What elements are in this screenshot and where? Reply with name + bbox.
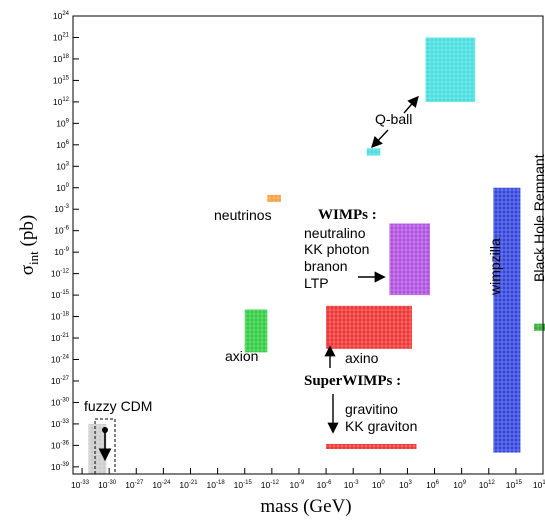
region-hatch bbox=[533, 323, 545, 331]
region-hatch bbox=[493, 187, 521, 453]
region-hatch bbox=[366, 148, 381, 156]
y-tick-label: 103 bbox=[56, 161, 69, 171]
y-tick-label: 10-39 bbox=[51, 462, 70, 472]
label-wimps-item: LTP bbox=[304, 275, 329, 291]
y-tick-label: 10-3 bbox=[54, 204, 69, 214]
y-tick-label: 10-33 bbox=[51, 419, 70, 429]
x-tick-label: 100 bbox=[372, 480, 385, 490]
label-wimps-item: branon bbox=[304, 258, 348, 274]
x-tick-label: 10-18 bbox=[207, 480, 226, 490]
x-tick-label: 106 bbox=[426, 480, 439, 490]
x-tick-label: 1015 bbox=[506, 480, 523, 490]
fuzzy-cdm-dashed-box bbox=[94, 418, 116, 475]
region-hatch bbox=[425, 37, 476, 102]
label-axino: axino bbox=[345, 350, 379, 366]
y-tick-label: 10-15 bbox=[51, 290, 70, 300]
x-tick-label: 103 bbox=[399, 480, 412, 490]
y-tick-label: 1021 bbox=[53, 32, 70, 42]
x-tick-label: 109 bbox=[453, 480, 466, 490]
label-wimps-head: WIMPs : bbox=[318, 207, 377, 223]
region-hatch bbox=[389, 223, 431, 296]
region-group bbox=[88, 37, 545, 474]
y-tick-label: 1018 bbox=[53, 54, 70, 64]
y-tick-label: 10-24 bbox=[51, 355, 70, 365]
x-tick-label: 10-24 bbox=[152, 480, 171, 490]
plot-frame bbox=[72, 15, 544, 475]
y-tick-label: 1012 bbox=[53, 97, 70, 107]
y-tick-label: 1024 bbox=[53, 11, 70, 21]
label-neutrinos: neutrinos bbox=[214, 207, 272, 223]
x-tick-label: 10-27 bbox=[125, 480, 144, 490]
y-tick-label: 109 bbox=[56, 118, 69, 128]
y-tick-label: 10-9 bbox=[54, 247, 69, 257]
x-tick-label: 1018 bbox=[533, 480, 545, 490]
x-tick-label: 10-21 bbox=[179, 480, 198, 490]
label-superwimps-head: SuperWIMPs : bbox=[304, 373, 401, 389]
region-hatch bbox=[88, 423, 107, 474]
region-hatch bbox=[326, 443, 417, 449]
fuzzy-cdm-dot bbox=[102, 427, 108, 433]
y-tick-label: 10-21 bbox=[51, 333, 70, 343]
x-tick-label: 10-30 bbox=[98, 480, 117, 490]
label-wimps-item: neutralino bbox=[304, 225, 366, 241]
label-superwimps-item: gravitino bbox=[345, 401, 398, 417]
region-hatch bbox=[326, 305, 412, 349]
y-tick-label: 10-30 bbox=[51, 397, 70, 407]
y-tick-label: 10-12 bbox=[51, 269, 70, 279]
y-tick-label: 106 bbox=[56, 140, 69, 150]
x-tick-label: 10-9 bbox=[290, 480, 305, 490]
label-wimpzilla: wimpzilla bbox=[487, 238, 503, 296]
label-superwimps-item: KK graviton bbox=[345, 418, 417, 434]
x-tick-label: 10-15 bbox=[234, 480, 253, 490]
label-fuzzy-cdm: fuzzy CDM bbox=[84, 398, 152, 414]
y-tick-label: 1015 bbox=[53, 75, 70, 85]
y-tick-label: 10-18 bbox=[51, 312, 70, 322]
x-tick-label: 1012 bbox=[479, 480, 496, 490]
label-black-hole-remnant: Black Hole Remnant bbox=[531, 154, 545, 282]
label-wimps-item: KK photon bbox=[304, 241, 369, 257]
y-tick-label: 10-27 bbox=[51, 376, 70, 386]
x-axis-title: mass (GeV) bbox=[260, 496, 351, 517]
y-tick-label: 10-36 bbox=[51, 440, 70, 450]
x-ticks: 10-33 10-30 10-27 10-24 10-21 10-18 10-15 10-12… bbox=[71, 468, 545, 490]
y-tick-label: 100 bbox=[56, 183, 69, 193]
q-ball-arrow-down bbox=[371, 129, 389, 149]
y-tick-label: 10-6 bbox=[54, 226, 69, 236]
y-ticks: 10-39 10-36 10-33 10-30 10-27 10-24 10-21 10-18… bbox=[51, 11, 79, 472]
y-axis-title: σint (pb) bbox=[17, 215, 41, 275]
q-ball-arrow-up bbox=[403, 95, 419, 114]
x-tick-label: 10-6 bbox=[317, 480, 332, 490]
svg-text:σint (pb): σint (pb) bbox=[17, 215, 41, 275]
label-q-ball: Q-ball bbox=[375, 111, 412, 127]
label-axion: axion bbox=[225, 348, 258, 364]
x-tick-label: 10-33 bbox=[71, 480, 90, 490]
x-tick-label: 10-3 bbox=[344, 480, 359, 490]
x-tick-label: 10-12 bbox=[261, 480, 280, 490]
region-hatch bbox=[244, 309, 268, 353]
region-hatch bbox=[267, 194, 281, 203]
